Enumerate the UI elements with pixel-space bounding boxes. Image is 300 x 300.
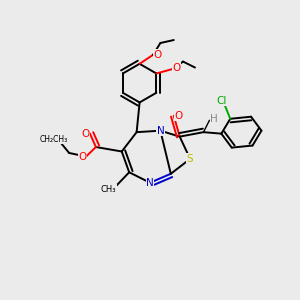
Text: CH₂CH₃: CH₂CH₃ (39, 135, 68, 144)
Text: H: H (210, 114, 218, 124)
Text: O: O (153, 50, 162, 60)
Text: CH₃: CH₃ (100, 185, 116, 194)
Text: O: O (78, 152, 87, 161)
Text: N: N (146, 178, 154, 188)
Text: Cl: Cl (216, 96, 226, 106)
Text: O: O (81, 129, 90, 139)
Text: N: N (157, 126, 164, 136)
Text: S: S (187, 154, 194, 164)
Text: O: O (174, 111, 182, 121)
Text: O: O (172, 62, 180, 73)
